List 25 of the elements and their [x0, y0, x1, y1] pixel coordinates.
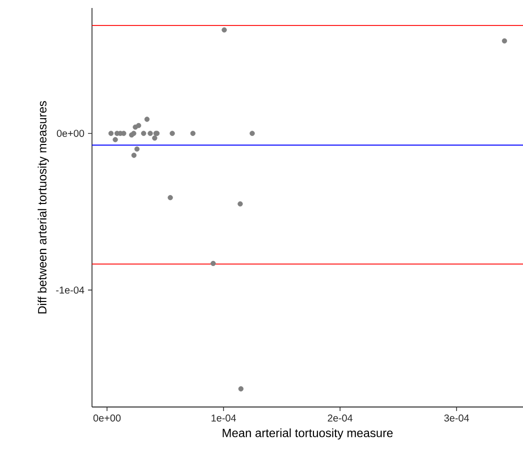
x-tick-label: 0e+00 [93, 414, 121, 422]
point [190, 130, 196, 136]
y-tick-label: -1e-04 [56, 286, 84, 294]
point [141, 130, 146, 136]
x-tick-label: 3e-04 [444, 414, 470, 422]
x-axis-title: Mean arterial tortuosity measure [222, 428, 393, 440]
point [168, 195, 173, 200]
point [108, 130, 114, 136]
x-tick-label: 2e-04 [328, 414, 353, 422]
point [210, 260, 216, 266]
point [112, 137, 118, 142]
point [238, 201, 243, 206]
point [131, 152, 137, 158]
point [238, 386, 244, 392]
point [250, 130, 255, 136]
y-axis-title: Diff between arterial tortuosity measures [38, 101, 49, 314]
point [502, 38, 508, 44]
point [152, 135, 158, 141]
point [222, 27, 227, 33]
point [134, 146, 140, 152]
point [170, 130, 175, 136]
point [144, 116, 150, 122]
x-tick-label: 1e-04 [212, 414, 236, 422]
point [148, 130, 153, 136]
point [136, 122, 142, 128]
